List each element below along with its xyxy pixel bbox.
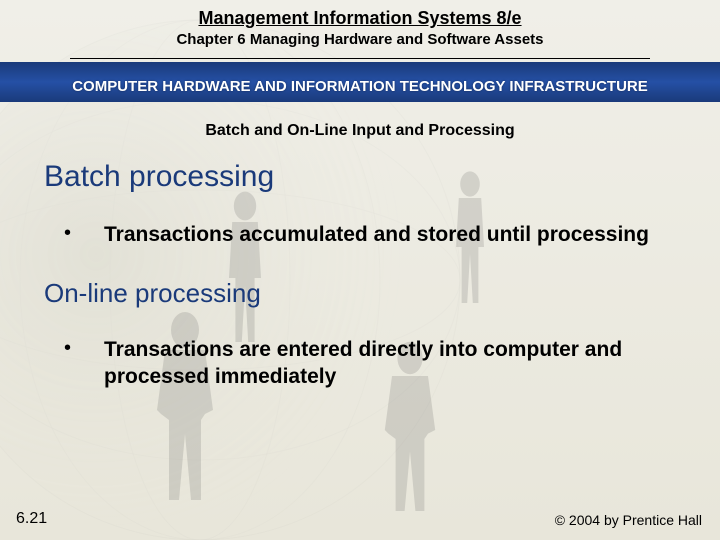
page-number: 6.21 bbox=[16, 510, 47, 528]
book-title: Management Information Systems 8/e bbox=[0, 8, 720, 29]
copyright-text: © 2004 by Prentice Hall bbox=[555, 512, 702, 528]
slide: Management Information Systems 8/e Chapt… bbox=[0, 0, 720, 540]
bullet-row-1: • Transactions accumulated and stored un… bbox=[64, 222, 684, 248]
divider-line bbox=[70, 58, 650, 59]
heading-batch-processing: Batch processing bbox=[44, 160, 684, 194]
slide-subtitle: Batch and On-Line Input and Processing bbox=[0, 122, 720, 140]
bullet-text-1: Transactions accumulated and stored unti… bbox=[104, 222, 684, 248]
bullet-marker: • bbox=[64, 222, 104, 248]
chapter-title: Chapter 6 Managing Hardware and Software… bbox=[0, 31, 720, 48]
bullet-text-2: Transactions are entered directly into c… bbox=[104, 337, 684, 390]
section-title: COMPUTER HARDWARE AND INFORMATION TECHNO… bbox=[0, 78, 720, 95]
bullet-row-2: • Transactions are entered directly into… bbox=[64, 337, 684, 390]
bullet-marker: • bbox=[64, 337, 104, 390]
content-area: Batch processing • Transactions accumula… bbox=[44, 160, 684, 420]
heading-online-processing: On-line processing bbox=[44, 278, 684, 309]
title-block: Management Information Systems 8/e Chapt… bbox=[0, 8, 720, 48]
